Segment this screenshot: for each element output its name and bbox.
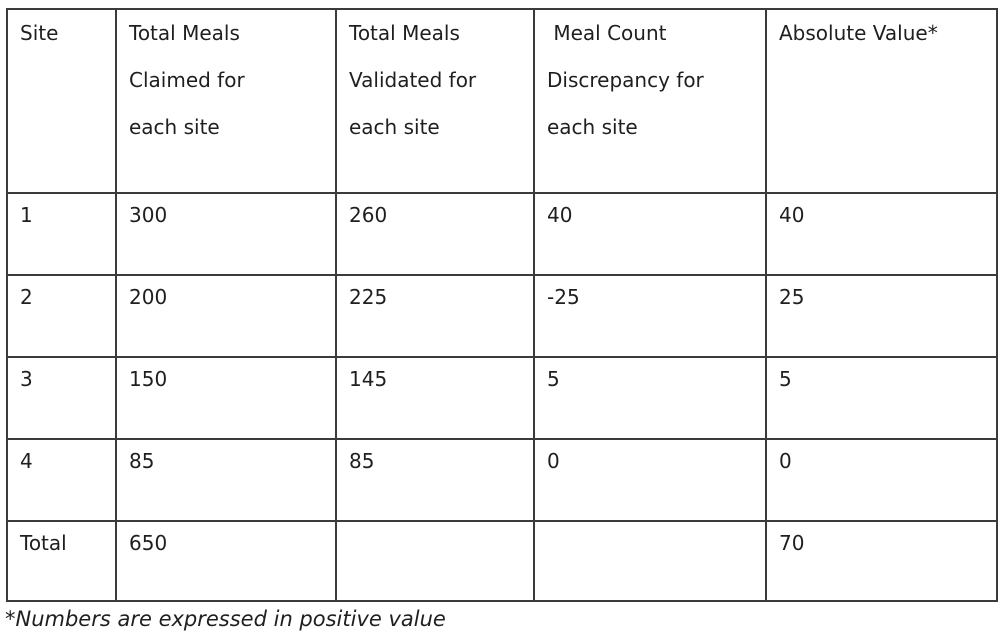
- cell-claimed: 85: [115, 438, 337, 522]
- cell-validated: 145: [335, 356, 535, 440]
- cell-site: 3: [6, 356, 117, 440]
- cell-validated: 225: [335, 274, 535, 358]
- meal-count-table: Site Total Meals Claimed for each site T…: [6, 8, 998, 602]
- cell-site: Total: [6, 520, 117, 602]
- cell-absolute: 70: [765, 520, 998, 602]
- header-row: Site Total Meals Claimed for each site T…: [6, 8, 998, 194]
- cell-site: 1: [6, 192, 117, 276]
- cell-discrepancy: 0: [533, 438, 767, 522]
- cell-claimed: 200: [115, 274, 337, 358]
- column-header-site: Site: [6, 8, 117, 194]
- cell-site: 2: [6, 274, 117, 358]
- cell-validated: 85: [335, 438, 535, 522]
- cell-claimed: 150: [115, 356, 337, 440]
- footnote: *Numbers are expressed in positive value: [5, 607, 446, 631]
- cell-validated: [335, 520, 535, 602]
- cell-discrepancy: 5: [533, 356, 767, 440]
- cell-absolute: 25: [765, 274, 998, 358]
- column-header-discrepancy: Meal Count Discrepancy for each site: [533, 8, 767, 194]
- cell-discrepancy: 40: [533, 192, 767, 276]
- column-header-absolute: Absolute Value*: [765, 8, 998, 194]
- cell-absolute: 5: [765, 356, 998, 440]
- cell-discrepancy: [533, 520, 767, 602]
- cell-claimed: 300: [115, 192, 337, 276]
- table-row-site-4: 4 85 85 0 0: [6, 438, 998, 522]
- cell-absolute: 0: [765, 438, 998, 522]
- column-header-claimed: Total Meals Claimed for each site: [115, 8, 337, 194]
- cell-claimed: 650: [115, 520, 337, 602]
- cell-validated: 260: [335, 192, 535, 276]
- cell-site: 4: [6, 438, 117, 522]
- column-header-validated: Total Meals Validated for each site: [335, 8, 535, 194]
- table-row-site-1: 1 300 260 40 40: [6, 192, 998, 276]
- table-row-site-3: 3 150 145 5 5: [6, 356, 998, 440]
- table-row-total: Total 650 70: [6, 520, 998, 602]
- table-row-site-2: 2 200 225 -25 25: [6, 274, 998, 358]
- cell-discrepancy: -25: [533, 274, 767, 358]
- cell-absolute: 40: [765, 192, 998, 276]
